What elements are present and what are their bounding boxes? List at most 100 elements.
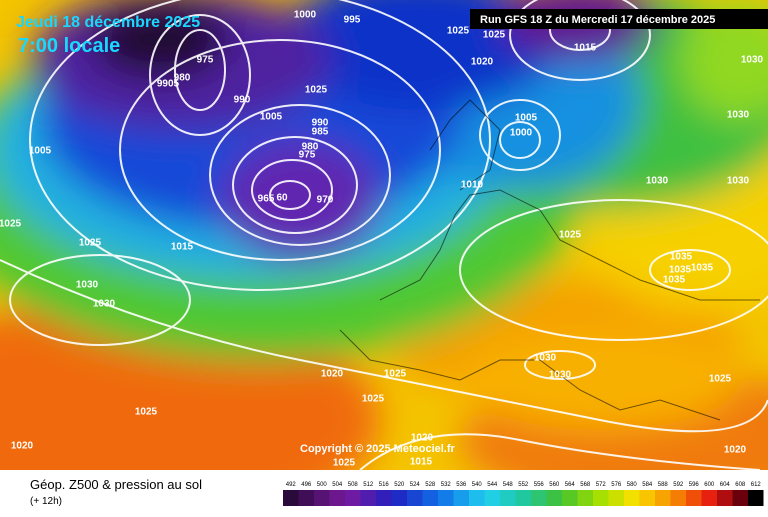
isobar-label: 1015 [171, 242, 194, 253]
isobar-label: 990 [312, 118, 329, 129]
lead-time: (+ 12h) [30, 496, 62, 507]
isobar-label: 1030 [727, 110, 750, 121]
colorbar-swatch [345, 490, 361, 506]
colorbar-swatch [298, 490, 314, 506]
colorbar-swatch [717, 490, 733, 506]
isobar-label: 980 [302, 142, 319, 153]
isobar-label: 1005 [260, 112, 283, 123]
isobar-label: 60 [276, 193, 288, 204]
isobar-label: 1025 [135, 407, 158, 418]
isobar-label: 1030 [727, 176, 750, 187]
isobar-label: 1030 [93, 299, 116, 310]
isobar-label: 1025 [447, 26, 470, 37]
colorbar-swatch [391, 490, 407, 506]
colorbar-label: 564 [565, 482, 576, 488]
colorbar-swatch [360, 490, 376, 506]
colorbar-label: 548 [503, 482, 514, 488]
colorbar-swatch [608, 490, 624, 506]
colorbar-label: 572 [596, 482, 607, 488]
colorbar-label: 544 [487, 482, 498, 488]
isobar-label: 1020 [471, 57, 494, 68]
colorbar-swatch [407, 490, 423, 506]
forecast-date: Jeudi 18 décembre 2025 [16, 14, 200, 31]
isobar-label: 1025 [362, 394, 385, 405]
colorbar-swatch [314, 490, 330, 506]
colorbar-swatch [329, 490, 345, 506]
colorbar-swatch [515, 490, 531, 506]
colorbar-label: 588 [658, 482, 669, 488]
colorbar-swatch [546, 490, 562, 506]
colorbar-label: 524 [410, 482, 421, 488]
colorbar: 492 496 500 504 508 512 516 520 524 528 532 536 540 5… [283, 482, 764, 506]
isobar-label: 1035 [663, 275, 686, 286]
colorbar-label: 496 [301, 482, 312, 488]
isobar-label: 1035 [670, 252, 693, 263]
colorbar-label: 600 [704, 482, 715, 488]
colorbar-label: 492 [286, 482, 297, 488]
isobar-label: 1035 [691, 263, 714, 274]
isobar-label: 975 [299, 150, 316, 161]
colorbar-swatch [577, 490, 593, 506]
isobar-label: 990 [234, 95, 251, 106]
colorbar-label: 528 [425, 482, 436, 488]
colorbar-swatch [593, 490, 609, 506]
isobar-label: 1005 [515, 113, 538, 124]
colorbar-swatch [453, 490, 469, 506]
isobar-label: 1025 [333, 458, 356, 469]
isobar-label: 985 [312, 127, 329, 138]
colorbar-swatch [422, 490, 438, 506]
copyright: Copyright © 2025 Meteociel.fr [300, 443, 456, 455]
isobar-label: 1030 [549, 370, 572, 381]
run-box [470, 9, 768, 29]
isobar-label: 1025 [384, 369, 407, 380]
isobar-label: 965 [258, 194, 275, 205]
colorbar-label: 612 [751, 482, 762, 488]
isobar-label: 1000 [294, 10, 317, 21]
isobar-label: 1000 [510, 128, 533, 139]
colorbar-swatch [686, 490, 702, 506]
colorbar-swatch [624, 490, 640, 506]
colorbar-swatch [484, 490, 500, 506]
isobar-label: 1005 [29, 146, 52, 157]
colorbar-swatch [639, 490, 655, 506]
colorbar-swatch [376, 490, 392, 506]
colorbar-label: 592 [673, 482, 684, 488]
colorbar-label: 580 [627, 482, 638, 488]
colorbar-label: 500 [317, 482, 328, 488]
forecast-time: 7:00 locale [18, 35, 120, 57]
colorbar-label: 508 [348, 482, 359, 488]
isobar-label: 1025 [0, 219, 22, 230]
isobar-label: 1030 [76, 280, 99, 291]
colorbar-swatch [283, 490, 299, 506]
colorbar-label: 516 [379, 482, 390, 488]
colorbar-swatch [655, 490, 671, 506]
colorbar-label: 608 [735, 482, 746, 488]
isobar-label: 995 [344, 15, 361, 26]
colorbar-label: 604 [720, 482, 731, 488]
colorbar-label: 532 [441, 482, 452, 488]
colorbar-label: 584 [642, 482, 653, 488]
isobar-label: 1025 [79, 238, 102, 249]
colorbar-swatch [732, 490, 748, 506]
colorbar-swatch [701, 490, 717, 506]
isobar-label: 980 [174, 73, 191, 84]
colorbar-swatch [562, 490, 578, 506]
isobar-label: 975 [197, 55, 214, 66]
colorbar-label: 540 [472, 482, 483, 488]
isobar-label: 1010 [461, 180, 484, 191]
isobar-label: 1015 [410, 457, 433, 468]
colorbar-label: 576 [611, 482, 622, 488]
isobar-label: 1020 [411, 433, 434, 444]
run-info: Run GFS 18 Z du Mercredi 17 décembre 202… [480, 14, 715, 26]
colorbar-label: 596 [689, 482, 700, 488]
colorbar-swatch [531, 490, 547, 506]
isobar-label: 9905 [157, 79, 180, 90]
isobar-label: 1020 [11, 441, 34, 452]
isobar-label: 970 [317, 195, 334, 206]
isobar-label: 1030 [646, 176, 669, 187]
colorbar-label: 568 [580, 482, 591, 488]
isobar-label: 1025 [305, 85, 328, 96]
isobar-label: 1030 [741, 55, 764, 66]
